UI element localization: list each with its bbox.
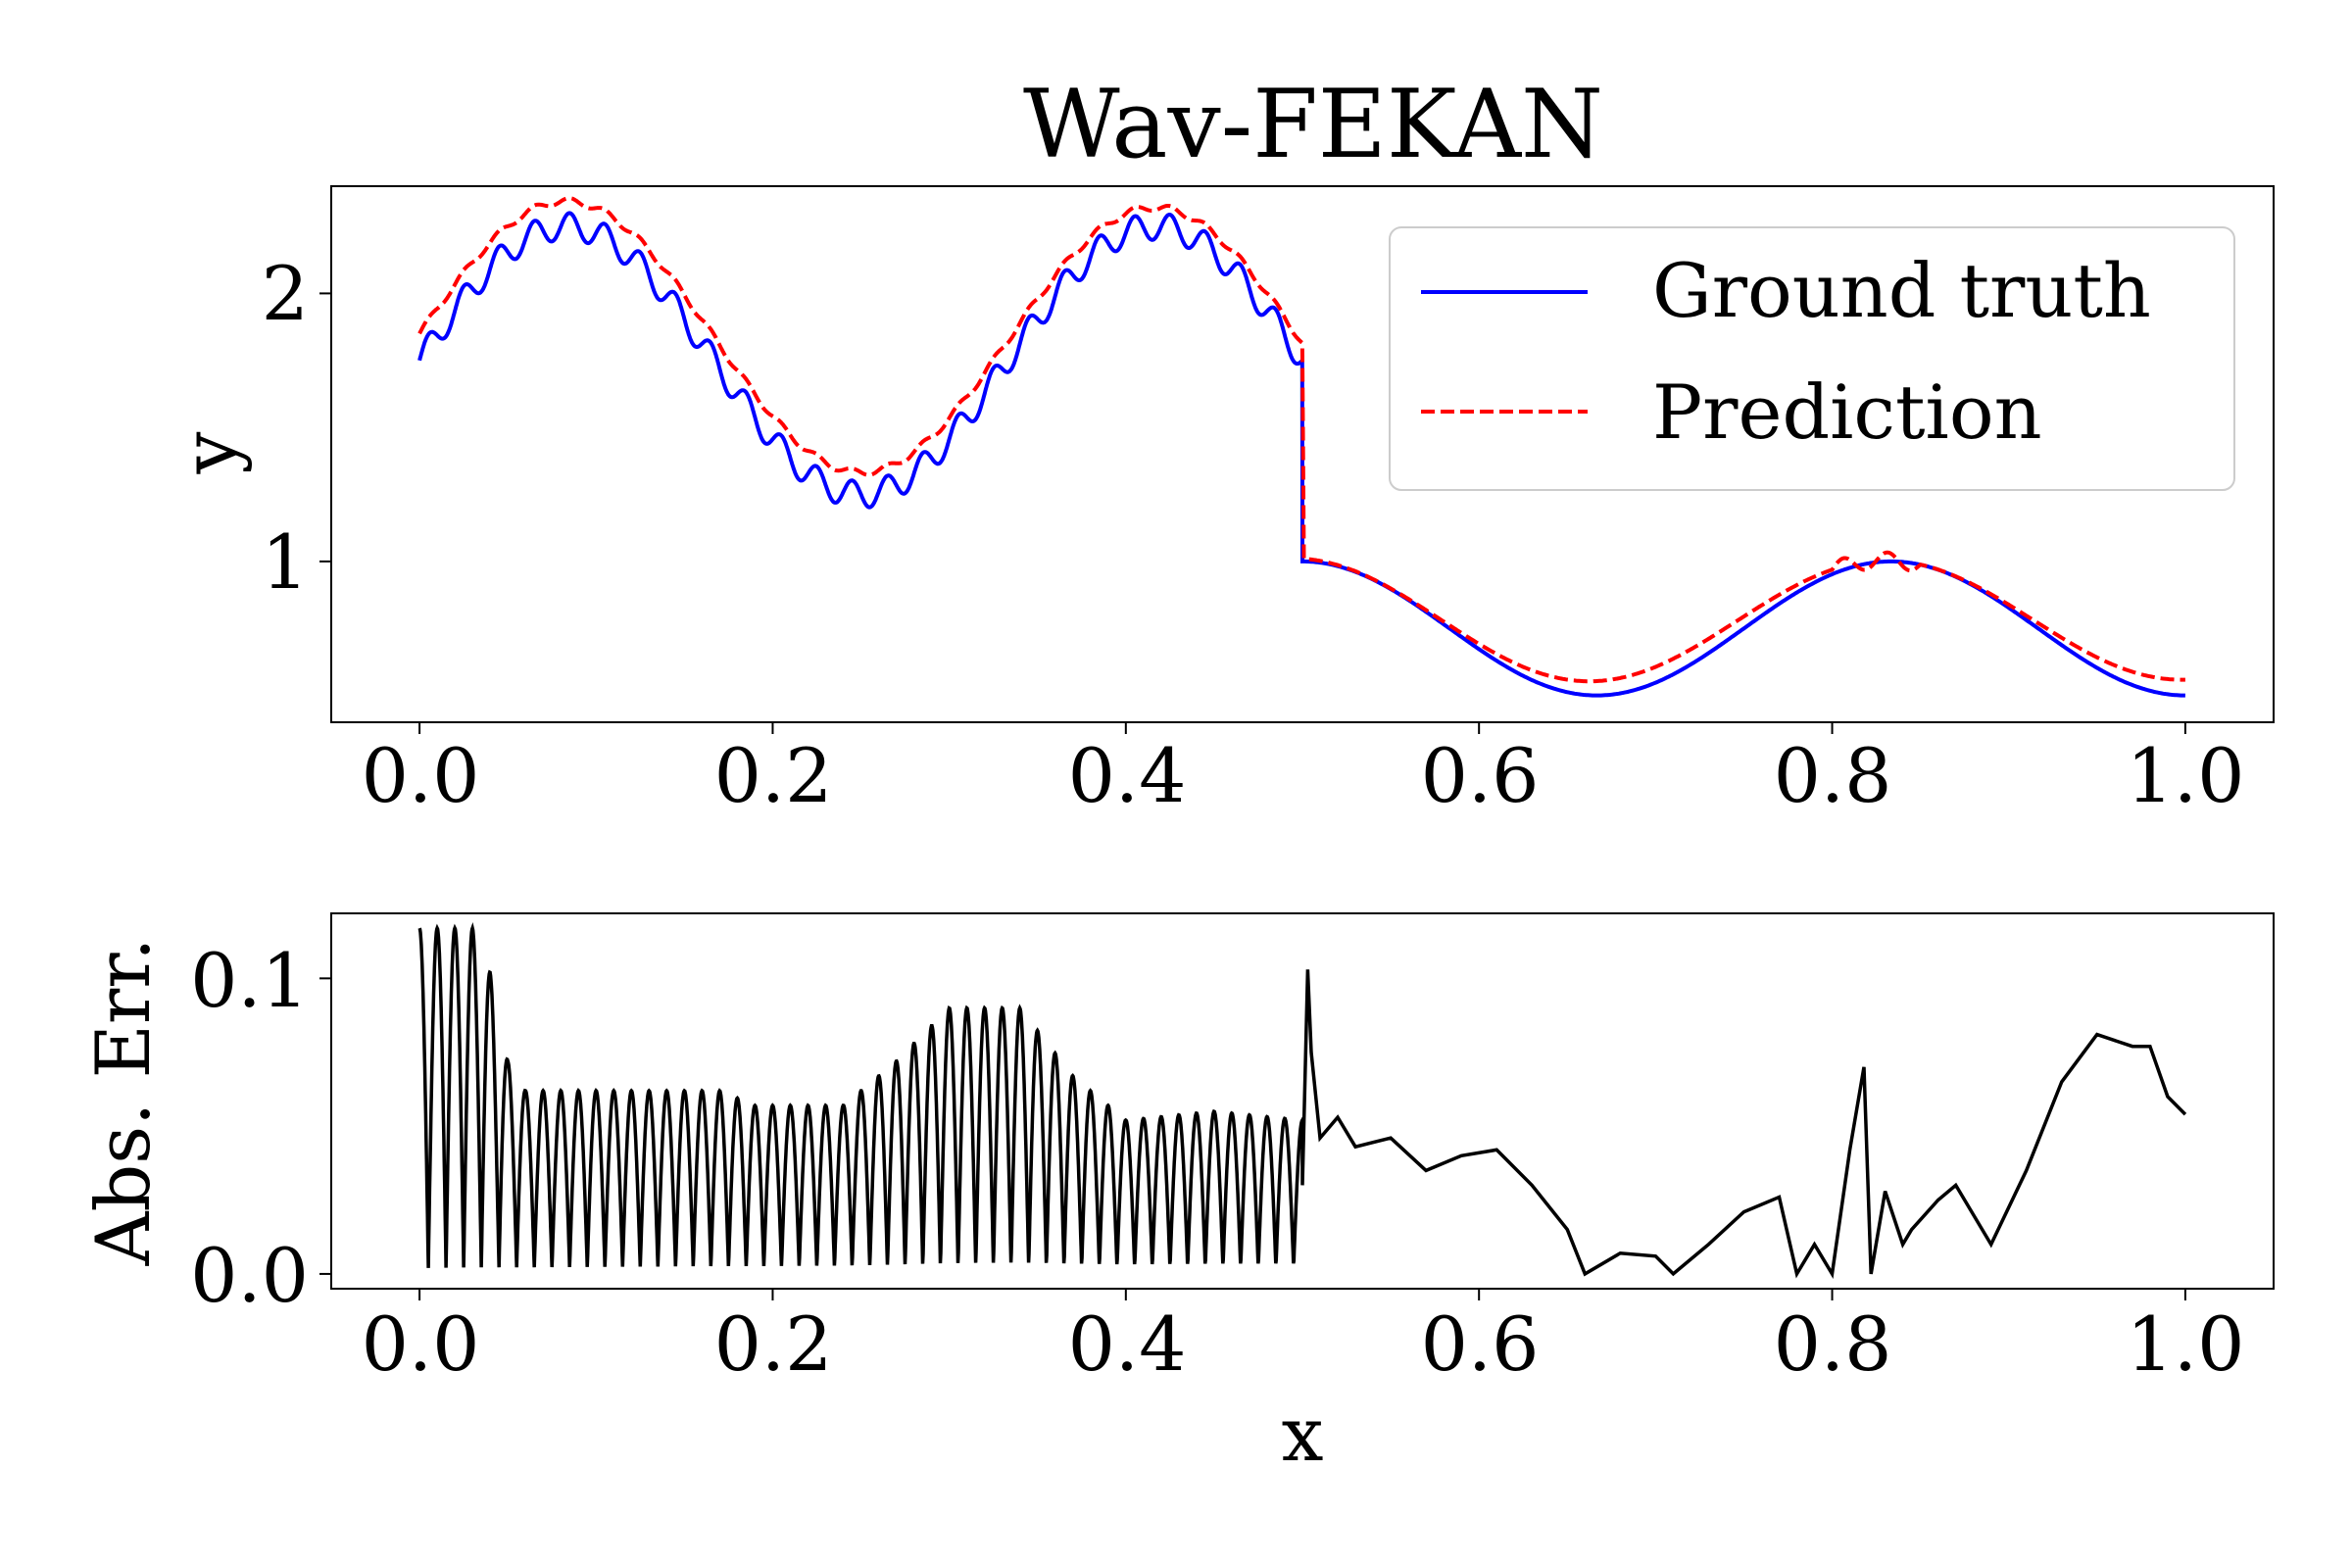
bottom-panel: 0.0 0.2 0.4 0.6 0.8 1.0 0.0 0.1 Abs. Err… (79, 912, 2275, 1478)
bottom-ytick-label: 0.1 (190, 937, 309, 1024)
top-ylabel: y (166, 431, 253, 474)
legend-frame (1389, 226, 2235, 491)
legend: Ground truth Prediction (1389, 226, 2235, 491)
top-xtick-label: 1.0 (2127, 732, 2245, 819)
top-ytick-label: 2 (262, 250, 309, 337)
top-xtick-label: 0.0 (362, 732, 480, 819)
prediction-line (417, 196, 2185, 684)
bottom-xtick-label: 0.0 (362, 1300, 480, 1388)
top-xtick-label: 0.8 (1774, 732, 1892, 819)
figure-title: Wav-FEKAN (1023, 70, 1603, 179)
bottom-plot-lines (417, 922, 2187, 1280)
bottom-xtick-label: 0.8 (1774, 1300, 1892, 1388)
top-plot-frame (330, 185, 2275, 723)
top-xtick-label: 0.6 (1421, 732, 1540, 819)
top-ytick-label: 1 (262, 518, 309, 606)
top-tick-marks (319, 292, 2186, 734)
error-line (417, 922, 2187, 1280)
bottom-ylabel: Abs. Err. (79, 938, 167, 1267)
bottom-tick-marks (319, 977, 2186, 1300)
ground-truth-line (417, 211, 2185, 698)
top-panel: 0.0 0.2 0.4 0.6 0.8 1.0 1 2 y Ground tru… (166, 185, 2275, 819)
top-xtick-label: 0.4 (1068, 732, 1187, 819)
top-plot-lines (417, 196, 2185, 698)
bottom-xtick-label: 0.6 (1421, 1300, 1540, 1388)
bottom-plot-frame (330, 912, 2275, 1290)
bottom-xlabel: x (1282, 1391, 1324, 1478)
top-xtick-label: 0.2 (714, 732, 833, 819)
legend-ground-truth-label: Ground truth (1652, 247, 2151, 334)
legend-prediction-label: Prediction (1652, 368, 2042, 456)
bottom-ytick-label: 0.0 (190, 1232, 309, 1319)
bottom-xtick-label: 0.2 (714, 1300, 833, 1388)
bottom-xtick-label: 1.0 (2127, 1300, 2245, 1388)
bottom-xtick-label: 0.4 (1068, 1300, 1187, 1388)
